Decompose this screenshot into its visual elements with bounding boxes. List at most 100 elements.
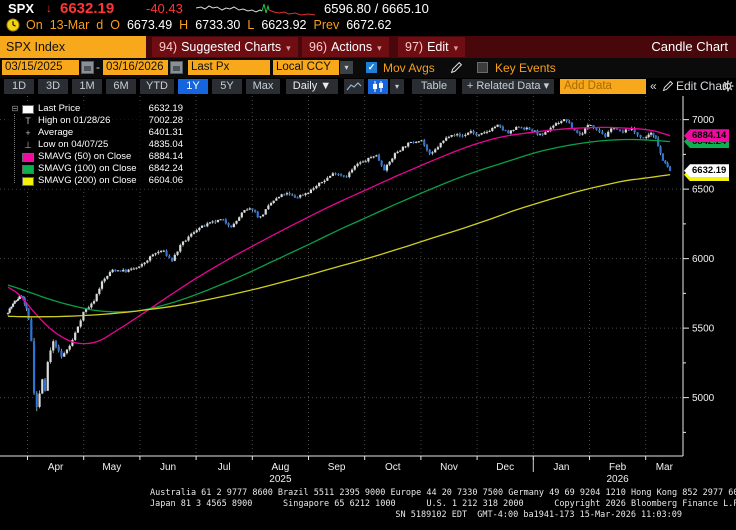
legend-label: Low on 04/07/25 [38, 139, 109, 150]
table-button[interactable]: Table [412, 79, 456, 94]
range-6m-button[interactable]: 6M [106, 79, 136, 94]
menu-label: Edit [427, 40, 449, 54]
menu-number: 94) [159, 40, 178, 54]
range-1m-button[interactable]: 1M [72, 79, 102, 94]
intraday-sparkline [196, 3, 316, 16]
range-5y-button[interactable]: 5Y [212, 79, 242, 94]
footer-session-info: SN 5189102 EDT GMT-4:00 ba1941-173 15-Ma… [395, 510, 682, 520]
svg-text:Oct: Oct [385, 462, 401, 473]
session-d-flag: d [96, 18, 104, 32]
menu-suggested-charts[interactable]: 94) Suggested Charts ▾ [152, 37, 298, 57]
prev-value: 6672.62 [346, 18, 392, 32]
quote-header: SPX ↓ 6632.19 -40.43 6596.80 / 6665.10 [0, 0, 736, 17]
chart-axes: 5000 5500 6000 6500 7000 Apr May Jun Jul Aug Sep Oc… [0, 96, 715, 485]
mov-avgs-label: Mov Avgs [383, 61, 435, 75]
legend-row[interactable]: SMAVG (100) on Close 6842.24 [8, 163, 186, 175]
security-tab[interactable]: SPX Index [0, 36, 146, 58]
price-type-field[interactable]: Last Px [188, 60, 270, 75]
legend-color-swatch [22, 164, 34, 174]
calendar-icon[interactable] [170, 61, 183, 74]
legend-value: 6842.24 [148, 163, 183, 174]
legend-row[interactable]: T High on 01/28/26 7002.28 [8, 115, 186, 127]
chart-legend[interactable]: ⊟ Last Price 6632.19 T High on 01/28/26 7002.… [8, 102, 186, 189]
menu-edit[interactable]: 97) Edit ▾ [398, 37, 466, 57]
svg-text:Dec: Dec [496, 462, 514, 473]
low-label: L [247, 18, 255, 32]
chart-toolbar: 1D 3D 1M 6M YTD 1Y 5Y Max Daily ▼ ▾ Tabl… [0, 78, 736, 96]
period-dropdown[interactable]: Daily ▼ [286, 79, 338, 94]
legend-row[interactable]: SMAVG (200) on Close 6604.06 [8, 175, 186, 187]
chart-panel: 5000 5500 6000 6500 7000 Apr May Jun Jul Aug Sep Oc… [0, 96, 736, 496]
session-on-label: On [26, 18, 43, 32]
gear-icon[interactable] [722, 80, 734, 96]
legend-row[interactable]: SMAVG (50) on Close 6884.14 [8, 151, 186, 163]
terminal-footer: Australia 61 2 9777 8600 Brazil 5511 239… [0, 488, 736, 521]
line-chart-style-button[interactable] [344, 79, 364, 94]
add-data-input[interactable]: Add Data [560, 79, 646, 94]
menu-actions[interactable]: 96) Actions ▾ [302, 37, 389, 57]
legend-marker-glyph: T [25, 115, 31, 126]
open-value: 6673.49 [126, 18, 173, 32]
currency-field[interactable]: Local CCY [273, 60, 339, 75]
svg-text:Mar: Mar [656, 462, 674, 473]
svg-text:Nov: Nov [440, 462, 458, 473]
date-range-dash: - [96, 60, 100, 74]
price-change: -40.43 [146, 1, 183, 16]
key-events-label: Key Events [495, 61, 556, 75]
range-3d-button[interactable]: 3D [38, 79, 68, 94]
date-from-field[interactable]: 03/15/2025 [2, 60, 79, 75]
legend-label: SMAVG (200) on Close [38, 175, 137, 186]
delayed-clock-icon [6, 18, 20, 35]
svg-text:2025: 2025 [269, 474, 292, 485]
svg-text:2026: 2026 [606, 474, 629, 485]
mov-avgs-checkbox[interactable]: ✓ [366, 62, 377, 73]
date-to-field[interactable]: 03/16/2026 [103, 60, 168, 75]
smavg-50-line [7, 126, 671, 345]
session-date: 13-Mar [49, 18, 90, 32]
related-data-dropdown[interactable]: + Related Data ▾ [462, 79, 554, 94]
chevron-down-icon: ▾ [286, 43, 291, 53]
chart-type-title: Candle Chart [651, 39, 728, 54]
edit-chart-pencil-icon[interactable] [662, 80, 674, 96]
legend-value: 6632.19 [148, 103, 183, 114]
svg-text:7000: 7000 [692, 115, 715, 126]
ticker-symbol: SPX [8, 1, 35, 16]
currency-dropdown-caret[interactable]: ▾ [340, 61, 353, 74]
range-max-button[interactable]: Max [246, 79, 280, 94]
chevron-down-icon: ▾ [453, 43, 459, 53]
legend-value: 6604.06 [148, 175, 183, 186]
edit-mov-avgs-pencil-icon[interactable] [450, 61, 463, 79]
legend-row[interactable]: ⊥ Low on 04/07/25 4835.04 [8, 139, 186, 151]
legend-row[interactable]: + Average 6401.31 [8, 127, 186, 139]
legend-row[interactable]: ⊟ Last Price 6632.19 [8, 103, 186, 115]
svg-text:6500: 6500 [692, 185, 715, 196]
menu-label: Suggested Charts [181, 40, 282, 54]
legend-collapse-icon[interactable]: ⊟ [11, 104, 19, 113]
svg-text:Feb: Feb [609, 462, 627, 473]
svg-text:6000: 6000 [692, 254, 715, 265]
edit-chart-button[interactable]: Edit Chart [676, 79, 730, 93]
collapse-panel-button[interactable]: « [650, 79, 657, 93]
range-1d-button[interactable]: 1D [4, 79, 34, 94]
key-events-checkbox[interactable] [477, 62, 488, 73]
candle-chart-style-button[interactable] [368, 79, 388, 94]
footer-contact-line1: Australia 61 2 9777 8600 Brazil 5511 239… [150, 488, 736, 498]
svg-text:Jul: Jul [218, 462, 231, 473]
range-1y-button[interactable]: 1Y [178, 79, 208, 94]
legend-label: Last Price [38, 103, 81, 114]
moving-average-lines [7, 126, 671, 345]
chart-style-caret[interactable]: ▾ [390, 79, 404, 94]
calendar-icon[interactable] [81, 61, 94, 74]
prev-label: Prev [313, 18, 340, 32]
menu-label: Actions [331, 40, 373, 54]
legend-label: High on 01/28/26 [38, 115, 111, 126]
footer-contact-line2: Japan 81 3 4565 8900 Singapore 65 6212 1… [150, 499, 736, 509]
legend-value: 6884.14 [148, 151, 183, 162]
session-stats: On 13-Mar d O 6673.49 H 6733.30 L 6623.9… [0, 17, 736, 34]
candlesticks [6, 119, 672, 412]
open-label: O [110, 18, 120, 32]
legend-value: 7002.28 [148, 115, 183, 126]
legend-color-swatch [22, 104, 34, 114]
svg-text:May: May [102, 462, 121, 473]
range-ytd-button[interactable]: YTD [140, 79, 174, 94]
